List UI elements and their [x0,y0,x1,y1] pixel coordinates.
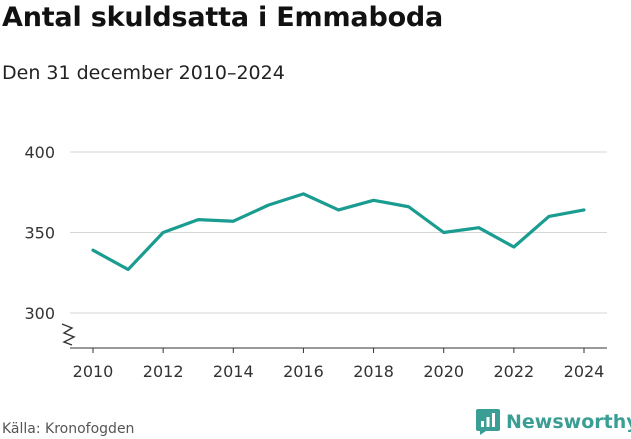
x-axis: 2010 2012 2014 2016 2018 2020 2022 2024 [61,323,607,381]
brand-name: Newsworthy [506,411,631,433]
series-layer [91,192,586,272]
x-tick-label: 2010 [73,362,114,381]
brand: Newsworthy [476,409,631,435]
x-tick-label: 2024 [564,362,605,381]
axis-break-icon [61,323,76,346]
x-tick-label: 2022 [493,362,534,381]
newsworthy-logo-icon [476,409,500,435]
chart-title: Antal skuldsatta i Emmaboda [2,2,444,33]
y-tick-label: 400 [24,143,55,162]
series-line-0 [91,192,586,272]
x-tick-label: 2020 [423,362,464,381]
x-tick-label: 2012 [143,362,184,381]
x-tick-label: 2014 [213,362,254,381]
chart-subtitle: Den 31 december 2010–2024 [2,62,285,84]
x-tick-label: 2018 [353,362,394,381]
gridlines [70,151,607,314]
y-axis-ticks: 300 350 400 [24,143,55,323]
y-tick-label: 350 [24,224,55,243]
x-tick-label: 2016 [283,362,324,381]
y-tick-label: 300 [24,304,55,323]
source-note: Källa: Kronofogden [2,421,135,437]
